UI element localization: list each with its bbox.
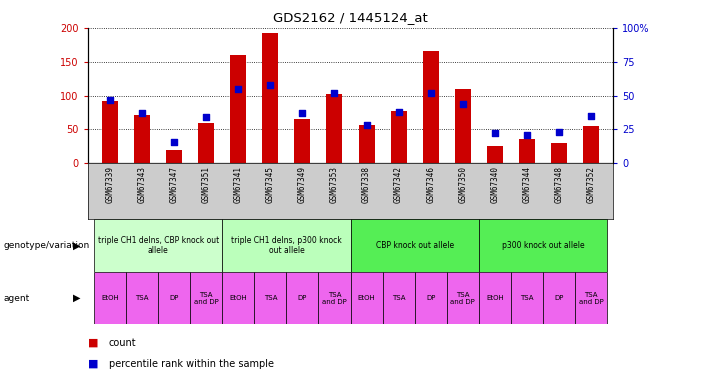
Bar [358,124,374,163]
Bar [102,101,118,163]
Text: triple CH1 delns, CBP knock out
allele: triple CH1 delns, CBP knock out allele [97,236,219,255]
Text: CBP knock out allele: CBP knock out allele [376,241,454,250]
Text: p300 knock out allele: p300 knock out allele [501,241,584,250]
Bar [479,219,607,272]
Point [233,86,244,92]
Text: EtOH: EtOH [229,295,247,301]
Text: percentile rank within the sample: percentile rank within the sample [109,359,273,369]
Text: EtOH: EtOH [358,295,376,301]
Bar [519,139,535,163]
Bar [166,150,182,163]
Text: TSA
and DP: TSA and DP [578,292,604,304]
Text: GSM67341: GSM67341 [234,166,243,203]
Point [393,109,404,115]
Bar [543,272,575,324]
Text: TSA
and DP: TSA and DP [322,292,347,304]
Text: count: count [109,338,136,348]
Bar [551,143,567,163]
Text: GSM67338: GSM67338 [362,166,371,203]
Bar [190,272,222,324]
Text: GSM67348: GSM67348 [554,166,564,203]
Text: EtOH: EtOH [486,295,503,301]
Bar [287,272,318,324]
Bar [254,272,287,324]
Text: GSM67346: GSM67346 [426,166,435,203]
Point [522,132,533,138]
Text: TSA: TSA [520,295,533,301]
Point [361,122,372,128]
Bar [455,89,470,163]
Bar [423,51,439,163]
Text: GSM67342: GSM67342 [394,166,403,203]
Point [137,110,148,116]
Bar [583,126,599,163]
Text: TSA
and DP: TSA and DP [450,292,475,304]
Text: GSM67350: GSM67350 [458,166,467,203]
Text: GSM67353: GSM67353 [330,166,339,203]
Bar [126,272,158,324]
Bar [479,272,511,324]
Bar [231,55,246,163]
Point [553,129,564,135]
Text: DP: DP [554,295,564,301]
Text: TSA: TSA [392,295,405,301]
Text: GSM67349: GSM67349 [298,166,307,203]
Bar [511,272,543,324]
Text: DP: DP [426,295,435,301]
Text: ▶: ▶ [73,241,81,250]
Point [200,114,212,120]
Bar [94,272,126,324]
Text: ▶: ▶ [73,293,81,303]
Text: GSM67345: GSM67345 [266,166,275,203]
Bar [158,272,190,324]
Point [585,113,597,119]
Text: DP: DP [298,295,307,301]
Point [489,130,501,136]
Bar [390,111,407,163]
Bar [350,272,383,324]
Text: GSM67347: GSM67347 [170,166,179,203]
Text: GSM67351: GSM67351 [202,166,211,203]
Bar [198,123,215,163]
Bar [383,272,414,324]
Text: TSA: TSA [264,295,277,301]
Bar [318,272,350,324]
Bar [486,146,503,163]
Point [104,97,116,103]
Bar [575,272,607,324]
Text: TSA: TSA [135,295,149,301]
Text: GSM67340: GSM67340 [490,166,499,203]
Text: GSM67352: GSM67352 [587,166,595,203]
Bar [414,272,447,324]
Text: TSA
and DP: TSA and DP [194,292,219,304]
Text: DP: DP [170,295,179,301]
Point [425,90,436,96]
Bar [447,272,479,324]
Text: agent: agent [4,294,29,303]
Bar [222,272,254,324]
Text: GSM67344: GSM67344 [522,166,531,203]
Bar [262,33,278,163]
Point [168,138,179,144]
Text: ■: ■ [88,359,98,369]
Bar [327,94,343,163]
Bar [94,219,222,272]
Text: ■: ■ [88,338,98,348]
Point [265,82,276,88]
Text: genotype/variation: genotype/variation [4,241,90,250]
Point [297,110,308,116]
Text: GDS2162 / 1445124_at: GDS2162 / 1445124_at [273,11,428,24]
Point [457,101,468,107]
Bar [350,219,479,272]
Text: GSM67343: GSM67343 [137,166,147,203]
Text: GSM67339: GSM67339 [106,166,114,203]
Point [329,90,340,96]
Text: triple CH1 delns, p300 knock
out allele: triple CH1 delns, p300 knock out allele [231,236,342,255]
Bar [222,219,350,272]
Bar [134,115,150,163]
Text: EtOH: EtOH [101,295,119,301]
Bar [294,119,311,163]
